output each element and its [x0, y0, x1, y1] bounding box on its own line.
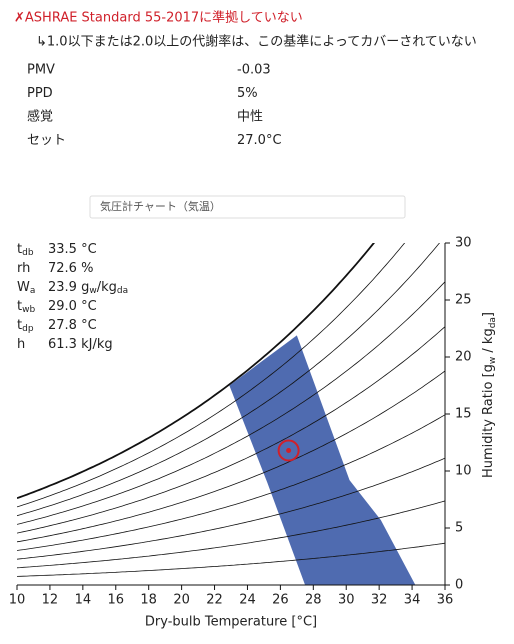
subscript: dp [22, 324, 34, 334]
rh-curve [17, 243, 376, 500]
comfort-zone [229, 335, 416, 585]
value-part: 27.8 °C [48, 318, 97, 333]
y2-tick-label: 30 [455, 236, 472, 251]
x-tick-label: 36 [437, 593, 454, 608]
rh-curve [17, 281, 445, 525]
readout-value: 72.6 % [48, 261, 93, 276]
plot-area [17, 243, 445, 585]
result-label: セット [27, 133, 66, 148]
value-part: 33.5 °C [48, 242, 97, 257]
readout-value: 29.0 °C [48, 299, 97, 314]
symbol: h [17, 337, 25, 352]
rh-curve [17, 457, 445, 560]
value-part: 23.9 g [48, 280, 89, 295]
result-label: PPD [27, 86, 53, 101]
result-value: 5% [237, 86, 258, 101]
symbol: t [17, 318, 22, 333]
x-tick-label: 34 [404, 593, 421, 608]
rh-curve [17, 542, 445, 577]
rh-curve [17, 326, 445, 534]
readout-symbol: rh [17, 261, 30, 276]
result-label: PMV [27, 63, 55, 78]
label-part: ] [481, 312, 496, 317]
x-tick-label: 16 [107, 593, 124, 608]
x-tick-label: 32 [371, 593, 388, 608]
y2-axis-label: Humidity Ratio [gw / kgda] [481, 312, 498, 478]
y2-tick-label: 5 [455, 521, 463, 536]
chart: 10 12 14 16 18 20 22 24 26 28 30 32 34 360 5 10 15 20 25 30… [9, 236, 498, 630]
x-tick-label: 12 [42, 593, 59, 608]
result-label: 感覚 [27, 109, 53, 125]
result-value: -0.03 [237, 63, 271, 78]
value-part: 61.3 kJ/kg [48, 337, 113, 352]
status: ✗ASHRAE Standard 55-2017に準拠していない [14, 10, 303, 26]
readout-symbol: h [17, 337, 25, 352]
rh-curve [17, 370, 445, 543]
value-part: 72.6 % [48, 261, 93, 276]
result-value: 中性 [237, 110, 263, 125]
value-part: 29.0 °C [48, 299, 97, 314]
symbol: t [17, 242, 22, 257]
rh-curve [17, 500, 445, 569]
subscript: w [89, 286, 96, 296]
readout-symbol: Wa [17, 280, 35, 296]
state-point [286, 447, 292, 453]
x-tick-label: 14 [75, 593, 92, 608]
rh-curve [17, 414, 445, 551]
state-ring [277, 439, 300, 462]
label-part: Humidity Ratio [g [481, 364, 496, 478]
dropdown-label: 気圧計チャート（気温） [100, 199, 221, 213]
subscript: a [30, 286, 36, 296]
subscript: db [22, 248, 34, 258]
y2-tick-label: 25 [455, 293, 472, 308]
y2-tick-label: 0 [455, 578, 463, 593]
readout-value: 33.5 °C [48, 242, 97, 257]
x-tick-label: 10 [9, 593, 26, 608]
x-tick-label: 28 [305, 593, 322, 608]
x-tick-label: 24 [239, 593, 256, 608]
symbol: t [17, 299, 22, 314]
subscript: wb [22, 305, 35, 315]
readout-value: 61.3 kJ/kg [48, 337, 113, 352]
readout-value: 27.8 °C [48, 318, 97, 333]
readout-symbol: tdp [17, 318, 34, 334]
x-tick-label: 30 [338, 593, 355, 608]
subscript: da [117, 286, 128, 296]
readout-symbol: tdb [17, 242, 34, 258]
symbol: rh [17, 261, 30, 276]
y2-tick-label: 10 [455, 464, 472, 479]
value-part: /kg [97, 280, 117, 295]
y2-tick-label: 15 [455, 407, 472, 422]
y2-tick-label: 20 [455, 350, 472, 365]
note: ↳1.0以下または2.0以上の代謝率は、この基準によってカバーされていない [36, 34, 477, 50]
x-tick-label: 20 [173, 593, 190, 608]
subscript: w [488, 357, 498, 364]
symbol: W [17, 280, 30, 295]
x-axis-label: Dry-bulb Temperature [°C] [145, 615, 317, 630]
dropdown[interactable] [89, 195, 406, 219]
result-value: 27.0°C [237, 133, 282, 148]
x-tick-label: 26 [272, 593, 289, 608]
x-tick-label: 22 [206, 593, 223, 608]
rh-curve [17, 243, 406, 508]
subscript: da [488, 317, 498, 328]
label-part: / kg [481, 328, 496, 356]
rh-curve [17, 243, 440, 517]
readout-symbol: twb [17, 299, 35, 315]
x-tick-label: 18 [140, 593, 157, 608]
readout-value: 23.9 gw/kgda [48, 280, 128, 296]
